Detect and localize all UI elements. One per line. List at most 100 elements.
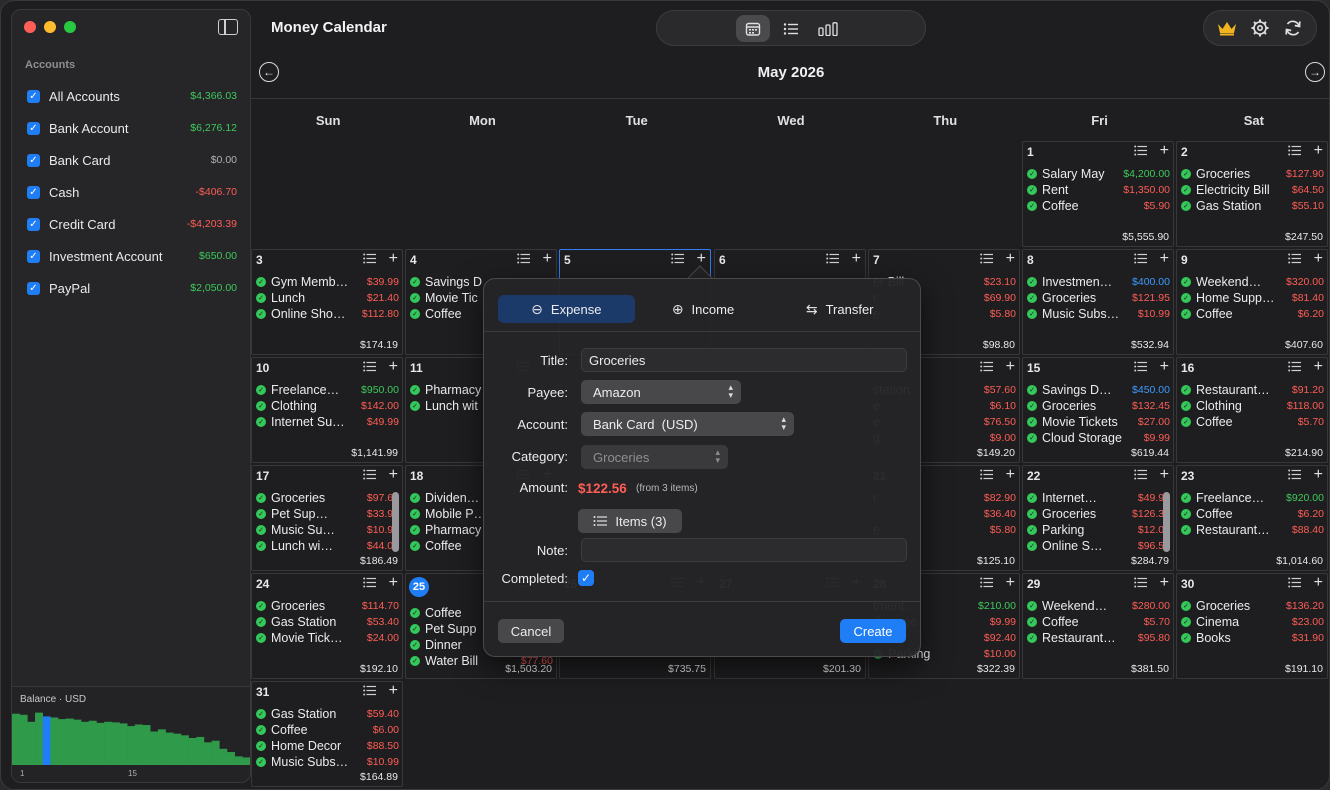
add-transaction-button[interactable]: + (1160, 574, 1169, 592)
day-cell[interactable]: 8 + ✓ Investmen… $400.00 ✓ Groceries $121.95 ✓ Mu… (1022, 249, 1174, 355)
transaction-row[interactable]: ✓ Gas Station $55.10 (1181, 198, 1324, 214)
account-row[interactable]: ✓ Credit Card -$4,203.39 (12, 208, 250, 240)
day-list-button[interactable] (363, 361, 376, 375)
account-checkbox[interactable]: ✓ (27, 121, 40, 135)
add-transaction-button[interactable]: + (1160, 142, 1169, 160)
account-checkbox[interactable]: ✓ (27, 185, 40, 199)
day-cell[interactable]: 22 + ✓ Internet… $49.99 ✓ Groceries $126.30 ✓ Par… (1022, 465, 1174, 571)
transaction-row[interactable]: ✓ Coffee (410, 538, 553, 554)
transaction-row[interactable]: ✓ Water Bill $77.60 (410, 653, 553, 669)
title-field[interactable]: Groceries (581, 348, 907, 372)
add-transaction-button[interactable]: + (1006, 250, 1015, 268)
transaction-row[interactable]: ✓ Savings D (410, 274, 553, 290)
add-transaction-button[interactable]: + (1160, 250, 1169, 268)
add-transaction-button[interactable]: + (1160, 466, 1169, 484)
day-cell[interactable]: 1 + ✓ Salary May $4,200.00 ✓ Rent $1,350.00 ✓ Cof… (1022, 141, 1174, 247)
transaction-row[interactable]: ✓ Freelance… $920.00 (1181, 490, 1324, 506)
transaction-row[interactable]: ✓ Internet… $49.99 (1027, 490, 1170, 506)
close-window-button[interactable] (24, 21, 36, 33)
scrollbar-thumb[interactable] (392, 492, 399, 552)
scrollbar-thumb[interactable] (1163, 492, 1170, 552)
add-transaction-button[interactable]: + (389, 466, 398, 484)
transaction-row[interactable]: ✓ Coffee $5.70 (1181, 414, 1324, 430)
transaction-row[interactable]: ✓ Groceries $127.90 (1181, 166, 1324, 182)
note-field[interactable] (581, 538, 907, 562)
transaction-row[interactable]: ✓ Investmen… $400.00 (1027, 274, 1170, 290)
add-transaction-button[interactable]: + (697, 250, 706, 268)
tab-income[interactable]: ⊕ Income (635, 295, 772, 323)
account-row[interactable]: ✓ Cash -$406.70 (12, 176, 250, 208)
day-list-button[interactable] (1134, 145, 1147, 159)
day-list-button[interactable] (1288, 469, 1301, 483)
day-list-button[interactable] (363, 685, 376, 699)
transaction-row[interactable]: ✓ Home Decor $88.50 (256, 738, 399, 754)
transaction-row[interactable]: ✓ Music Su… $10.99 (256, 522, 399, 538)
payee-select[interactable]: Amazon ▴ ▾ (581, 380, 741, 404)
transaction-row[interactable]: ✓ Gas Station $53.40 (256, 614, 399, 630)
transaction-row[interactable]: ✓ Pharmacy (410, 522, 553, 538)
transaction-row[interactable]: ✓ Groceries $114.70 (256, 598, 399, 614)
transaction-row[interactable]: ✓ Home Supp… $81.40 (1181, 290, 1324, 306)
account-row[interactable]: ✓ All Accounts $4,366.03 (12, 80, 250, 112)
day-list-button[interactable] (826, 253, 839, 267)
tab-transfer[interactable]: ⇆ Transfer (771, 295, 908, 323)
transaction-row[interactable]: ✓ Clothing $118.00 (1181, 398, 1324, 414)
day-list-button[interactable] (980, 469, 993, 483)
account-row[interactable]: ✓ Investment Account $650.00 (12, 240, 250, 272)
add-transaction-button[interactable]: + (389, 574, 398, 592)
transaction-row[interactable]: ✓ Parking $12.00 (1027, 522, 1170, 538)
day-list-button[interactable] (1134, 469, 1147, 483)
transaction-row[interactable]: ✓ Music Subs… $10.99 (256, 754, 399, 770)
day-list-button[interactable] (980, 577, 993, 591)
list-view-button[interactable] (774, 15, 808, 42)
transaction-row[interactable]: ✓ Coffee $6.20 (1181, 306, 1324, 322)
transaction-row[interactable]: ✓ Movie Tic (410, 290, 553, 306)
account-select[interactable]: Bank Card (USD) ▴ ▾ (581, 412, 794, 436)
day-list-button[interactable] (1134, 361, 1147, 375)
transaction-row[interactable]: ✓ Restaurant… $95.80 (1027, 630, 1170, 646)
day-list-button[interactable] (1134, 577, 1147, 591)
add-transaction-button[interactable]: + (1314, 142, 1323, 160)
day-list-button[interactable] (1288, 577, 1301, 591)
cancel-button[interactable]: Cancel (498, 619, 564, 643)
transaction-row[interactable]: ✓ Groceries $136.20 (1181, 598, 1324, 614)
transaction-row[interactable]: ✓ Coffee (410, 605, 553, 621)
transaction-row[interactable]: ✓ Salary May $4,200.00 (1027, 166, 1170, 182)
add-transaction-button[interactable]: + (1160, 358, 1169, 376)
tab-expense[interactable]: ⊖ Expense (498, 295, 635, 323)
account-row[interactable]: ✓ PayPal $2,050.00 (12, 272, 250, 304)
day-list-button[interactable] (980, 361, 993, 375)
day-list-button[interactable] (363, 253, 376, 267)
category-select[interactable]: Groceries ▴ ▾ (581, 445, 728, 469)
transaction-row[interactable]: ✓ Groceries $126.30 (1027, 506, 1170, 522)
account-row[interactable]: ✓ Bank Account $6,276.12 (12, 112, 250, 144)
transaction-row[interactable]: ✓ Online S… $96.50 (1027, 538, 1170, 554)
minimize-window-button[interactable] (44, 21, 56, 33)
transaction-row[interactable]: ✓ Cinema $23.00 (1181, 614, 1324, 630)
add-transaction-button[interactable]: + (1314, 574, 1323, 592)
day-cell[interactable]: 16 + ✓ Restaurant… $91.20 ✓ Clothing $118.00 ✓ Co… (1176, 357, 1328, 463)
transaction-row[interactable]: ✓ Groceries $121.95 (1027, 290, 1170, 306)
account-checkbox[interactable]: ✓ (27, 249, 40, 263)
transaction-row[interactable]: ✓ Movie Tick… $24.00 (256, 630, 399, 646)
transaction-row[interactable]: $36.40 (873, 506, 1016, 522)
transaction-row[interactable]: ✓ Online Sho… $112.80 (256, 306, 399, 322)
transaction-row[interactable]: ✓ Dinner (410, 637, 553, 653)
add-transaction-button[interactable]: + (1006, 358, 1015, 376)
transaction-row[interactable]: ✓ Savings D… $450.00 (1027, 382, 1170, 398)
transaction-row[interactable]: ✓ Pharmacy (410, 382, 553, 398)
transaction-row[interactable]: ✓ Coffee (410, 306, 553, 322)
day-cell[interactable]: 30 + ✓ Groceries $136.20 ✓ Cinema $23.00 ✓ Books $… (1176, 573, 1328, 679)
transaction-row[interactable]: ✓ Gym Memb… $39.99 (256, 274, 399, 290)
transaction-row[interactable]: ✓ Music Subs… $10.99 (1027, 306, 1170, 322)
transaction-row[interactable]: ✓ Coffee $5.70 (1027, 614, 1170, 630)
add-transaction-button[interactable]: + (389, 682, 398, 700)
day-list-button[interactable] (1288, 361, 1301, 375)
add-transaction-button[interactable]: + (389, 250, 398, 268)
account-checkbox[interactable]: ✓ (27, 217, 40, 231)
add-transaction-button[interactable]: + (1314, 250, 1323, 268)
day-cell[interactable]: 24 + ✓ Groceries $114.70 ✓ Gas Station $53.40 ✓ M… (251, 573, 403, 679)
day-list-button[interactable] (363, 577, 376, 591)
zoom-window-button[interactable] (64, 21, 76, 33)
transaction-row[interactable]: ✓ Clothing $142.00 (256, 398, 399, 414)
